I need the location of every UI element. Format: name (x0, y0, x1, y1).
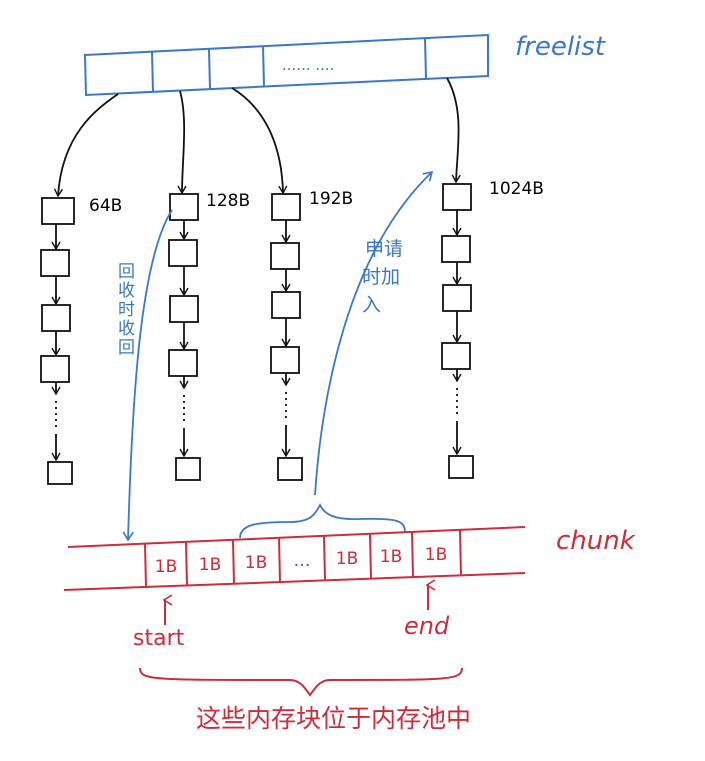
list-column-1024B (441, 183, 474, 479)
ellipsis-dot (455, 387, 459, 391)
ellipsis-dot (284, 409, 288, 413)
chunk-strip (63, 526, 526, 697)
ellipsis-dot (455, 411, 459, 415)
chunk-divider (144, 543, 147, 588)
freelist-cell-divider (151, 51, 154, 93)
chunk-cell-label: … (294, 551, 311, 571)
apply-arrow (314, 170, 434, 496)
list-node (40, 249, 70, 277)
chunk-divider (232, 539, 235, 585)
chunk-divider (185, 541, 188, 586)
link-1024B (446, 77, 461, 184)
start-label: start (133, 626, 185, 651)
list-column-128B (168, 193, 201, 481)
chunk-cell-label: 1B (425, 545, 447, 565)
ellipsis-dot (182, 412, 186, 416)
list-node (441, 235, 471, 263)
ellipsis-dot (455, 399, 459, 403)
ellipsis-dot (182, 418, 186, 422)
ellipsis-dot (455, 405, 459, 409)
ellipsis-dot (182, 400, 186, 404)
list-node (271, 291, 301, 319)
recycle-annotation: 回收时收回 (114, 262, 134, 357)
link-64B (53, 93, 119, 198)
ellipsis-dot (455, 393, 459, 397)
freelist-array (83, 33, 489, 97)
freelist-cell-divider (262, 45, 265, 87)
list-node (168, 239, 198, 267)
ellipsis-dot (182, 394, 186, 398)
free-lists (40, 183, 474, 485)
list-node (271, 193, 301, 221)
list-tail-node (277, 457, 303, 481)
chunk-bottom-edge (63, 572, 526, 591)
chunk-divider (411, 531, 414, 578)
list-node (41, 197, 75, 225)
ellipsis-dot (182, 406, 186, 410)
end-label: end (404, 612, 450, 640)
size-label-192B: 192B (309, 189, 354, 209)
size-label-128B: 128B (206, 191, 251, 211)
list-column-64B (40, 197, 75, 485)
pool-brace (139, 667, 463, 697)
apply-annotation-line-3: 入 (362, 294, 382, 316)
freelist-ellipsis: ...... .... (282, 56, 334, 74)
freelist-cell-divider (208, 48, 211, 90)
chunk-label: chunk (556, 526, 635, 556)
chunk-top-edge (67, 526, 526, 548)
freelist-outline (83, 33, 489, 97)
list-node (41, 304, 71, 332)
link-192B (231, 87, 288, 195)
chunk-divider (323, 535, 326, 581)
ellipsis-dot (54, 424, 58, 428)
ellipsis-dot (54, 400, 58, 404)
list-node (169, 295, 199, 323)
size-label-1024B: 1024B (489, 179, 544, 199)
list-node (270, 242, 300, 270)
chunk-divider (459, 529, 462, 576)
chunk-cell-label: 1B (245, 553, 267, 573)
ellipsis-dot (54, 412, 58, 416)
chunk-divider (278, 537, 281, 583)
chunk-cell-label: 1B (199, 555, 221, 575)
list-node (168, 349, 198, 377)
list-node (270, 346, 300, 374)
ellipsis-dot (284, 415, 288, 419)
link-128B (177, 90, 187, 195)
pool-caption: 这些内存块位于内存池中 (196, 704, 472, 733)
chunk-divider (369, 533, 372, 580)
list-node (40, 355, 70, 383)
apply-annotation-line-2: 时加 (362, 266, 401, 288)
list-column-192B (270, 193, 303, 481)
ellipsis-dot (284, 397, 288, 401)
list-tail-node (175, 457, 201, 481)
list-node (442, 183, 472, 211)
apply-annotation-line-1: 申请 (365, 238, 404, 260)
chunk-cell-label: 1B (336, 549, 358, 569)
freelist-cell-divider (424, 37, 427, 80)
annotation-arrows (122, 170, 434, 542)
allocated-brace (239, 502, 406, 539)
list-tail-node (47, 461, 73, 485)
freelist-links (53, 77, 461, 198)
chunk-cells: 1B 1B 1B … 1B 1B 1B (155, 545, 447, 577)
ellipsis-dot (284, 403, 288, 407)
list-node (441, 342, 471, 370)
chunk-cell-label: 1B (380, 547, 402, 567)
list-node (442, 284, 472, 312)
ellipsis-dot (54, 406, 58, 410)
ellipsis-dot (54, 418, 58, 422)
size-label-64B: 64B (89, 196, 123, 216)
freelist-label: freelist (515, 32, 606, 62)
list-node (169, 193, 199, 221)
recycle-arrow (122, 209, 173, 542)
ellipsis-dot (284, 391, 288, 395)
chunk-cell-label: 1B (155, 557, 177, 577)
list-tail-node (448, 455, 474, 479)
